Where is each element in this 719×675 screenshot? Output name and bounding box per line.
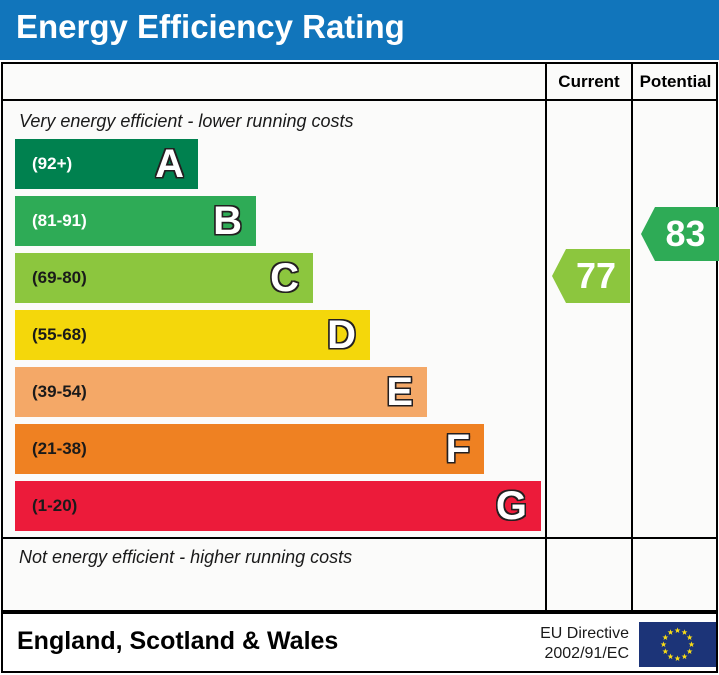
rating-value-current: 77 [575,255,617,296]
footer-region-label: England, Scotland & Wales [17,627,339,655]
directive-line-2: 2002/91/EC [544,645,629,662]
band-letter: D [327,313,356,357]
column-header-potential: Potential [631,64,718,99]
column-header-current: Current [545,64,631,99]
band-list: (92+) A (81-91) B (69-80) C (55-68) D (39-54) E (2… [5,139,545,537]
band-range-label: (55-68) [32,325,87,344]
band-range-label: (1-20) [32,496,78,515]
band-range-label: (69-80) [32,268,87,287]
title-bar: Energy Efficiency Rating [0,0,719,60]
eu-flag-icon [639,622,716,667]
band-d: (55-68) D [15,310,370,360]
rating-arrow-current: 77 [552,249,630,303]
bottom-divider [3,537,716,539]
band-range-label: (39-54) [32,382,87,401]
band-range-label: (21-38) [32,439,87,458]
band-a: (92+) A [15,139,198,189]
band-g: (1-20) G [15,481,541,531]
band-letter: B [213,199,242,243]
caption-efficient: Very energy efficient - lower running co… [19,111,354,131]
directive-line-1: EU Directive [540,625,629,642]
column-header-row: Current Potential [3,64,716,101]
band-range-label: (81-91) [32,211,87,230]
band-b: (81-91) B [15,196,256,246]
rating-value-potential: 83 [665,213,706,254]
rating-arrow-potential: 83 [641,207,719,261]
band-letter: E [386,370,413,414]
column-divider-current [545,101,547,612]
column-divider-potential [631,101,633,612]
band-letter: A [155,142,184,186]
band-letter: C [270,256,299,300]
rating-table: Current Potential Very energy efficient … [1,62,719,612]
band-c: (69-80) C [15,253,313,303]
band-e: (39-54) E [15,367,427,417]
footer-directive: EU Directive 2002/91/EC [503,624,629,664]
band-f: (21-38) F [15,424,484,474]
footer: England, Scotland & Wales EU Directive 2… [1,612,718,673]
caption-inefficient: Not energy efficient - higher running co… [19,547,353,567]
page-title: Energy Efficiency Rating [16,8,405,45]
band-range-label: (92+) [32,154,73,173]
band-letter: G [495,484,527,528]
band-letter: F [445,427,470,471]
